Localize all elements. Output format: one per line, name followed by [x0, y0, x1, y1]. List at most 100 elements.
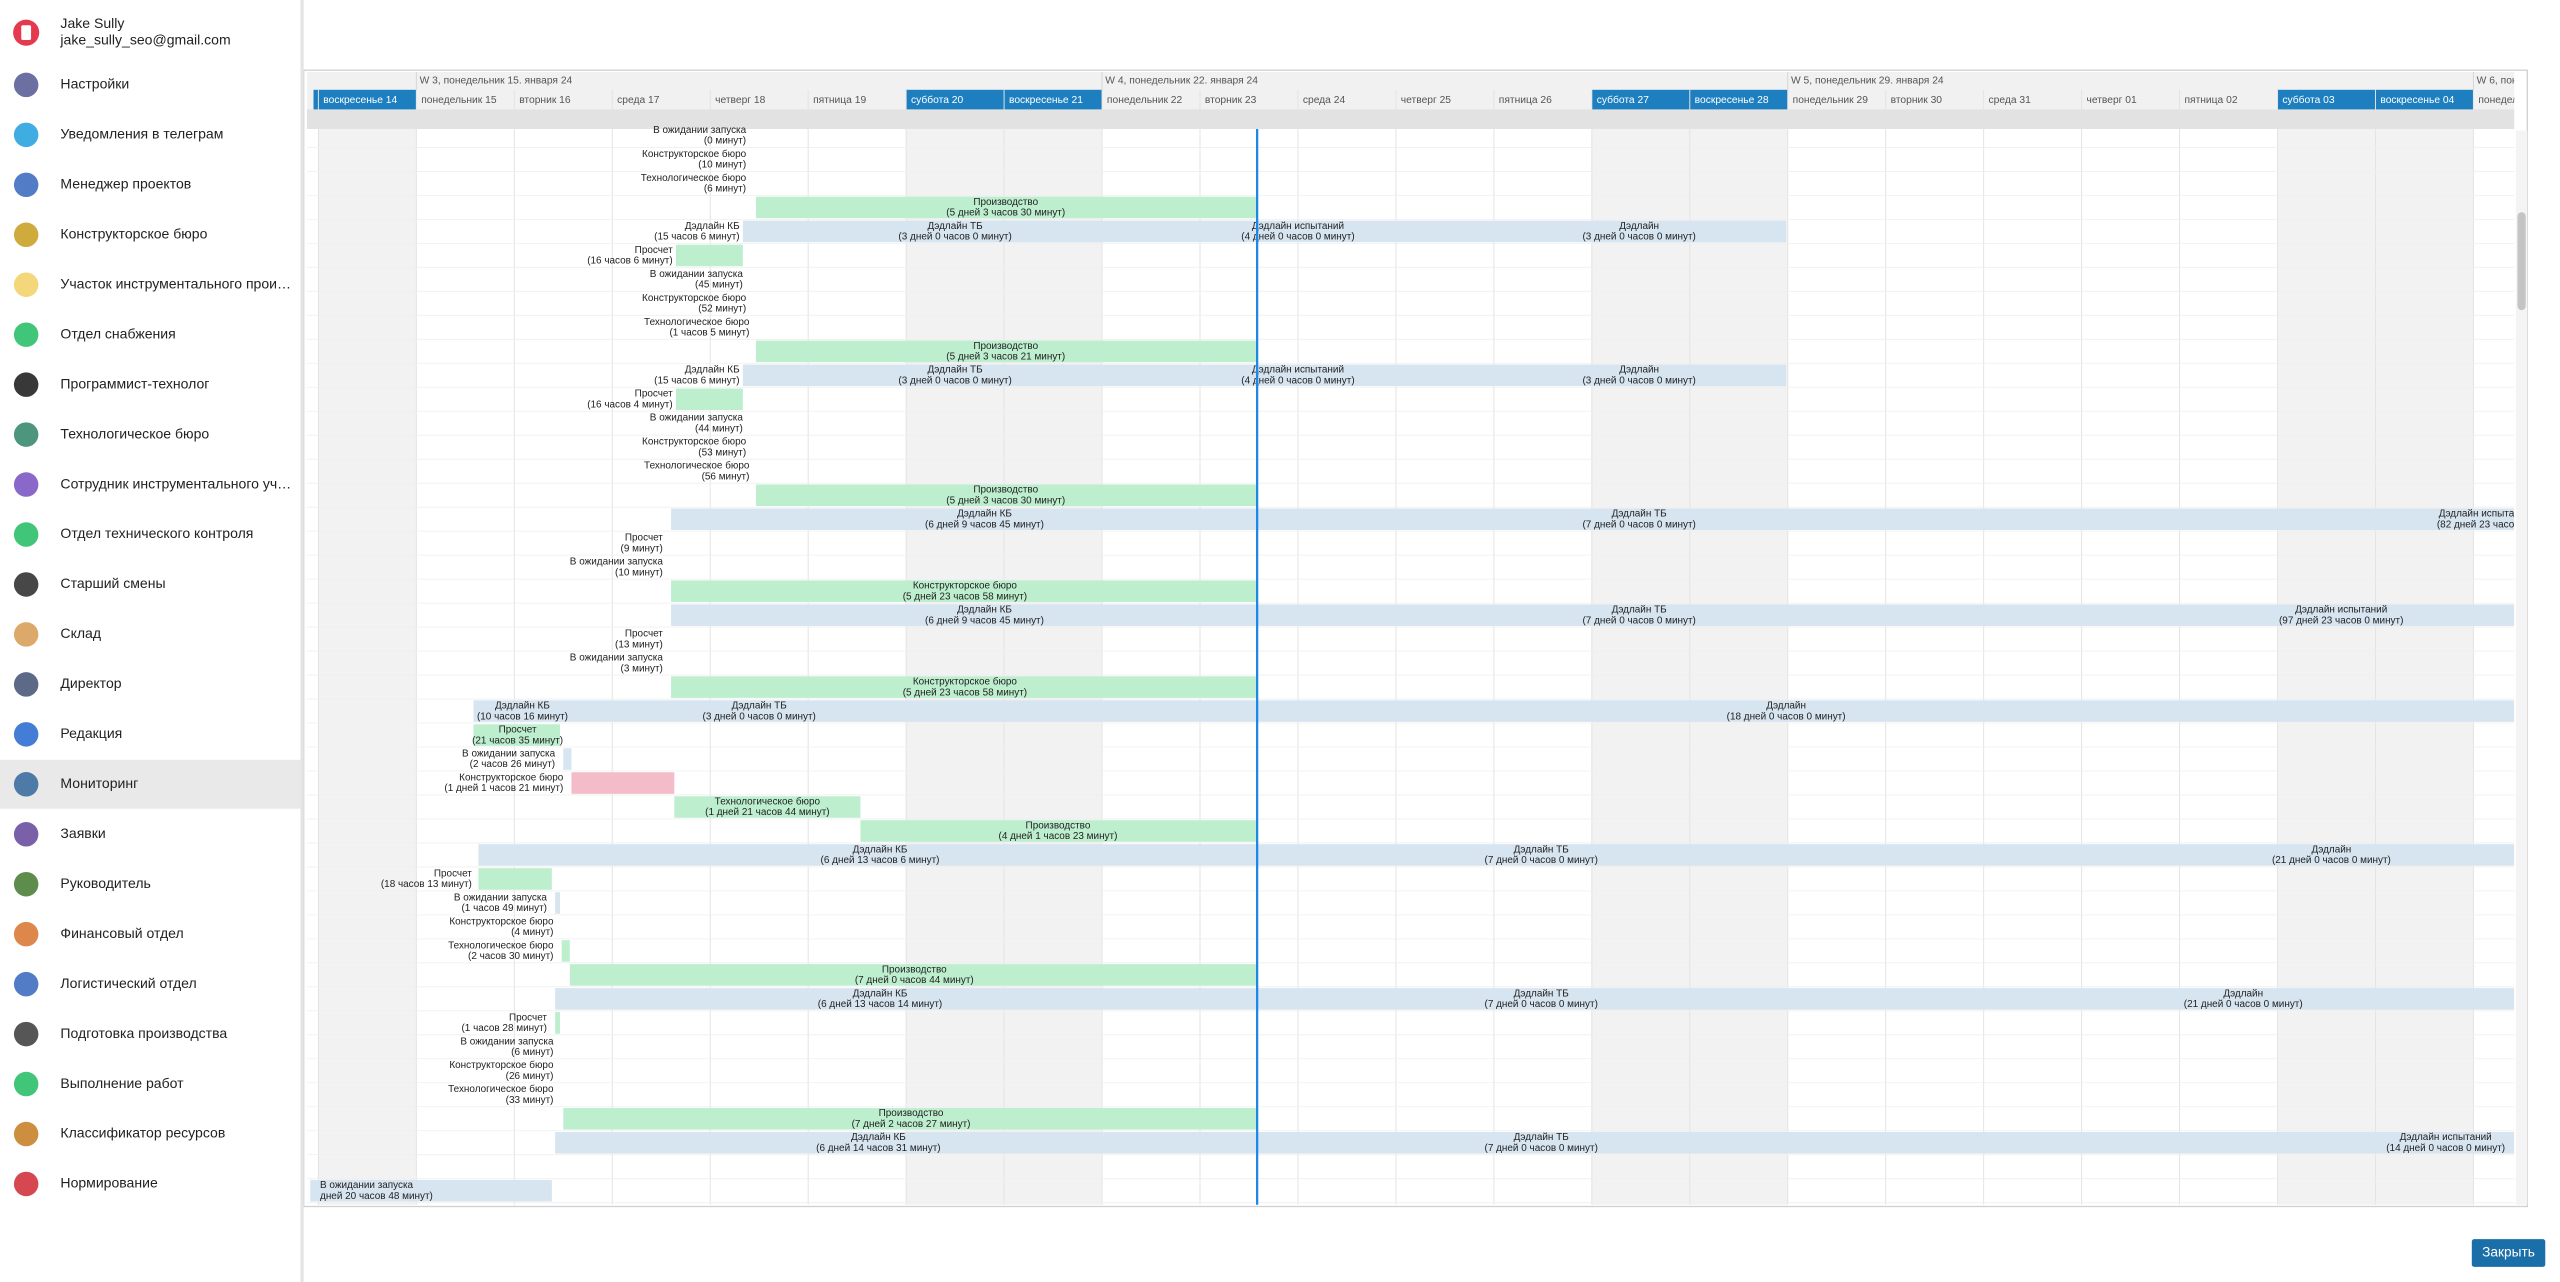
gantt-bar[interactable] — [310, 1179, 552, 1202]
gantt-bar[interactable] — [671, 604, 1298, 626]
gantt-bar[interactable] — [808, 364, 1103, 387]
menu-item[interactable]: Программист-технолог — [60, 375, 209, 391]
weekend-column — [1689, 128, 1788, 1205]
task-duration: (7 дней 0 часов 0 минут) — [1485, 999, 1598, 1010]
menu-item[interactable]: Отдел технического контроля — [60, 525, 253, 541]
gantt-bar[interactable] — [555, 1012, 561, 1034]
gantt-bar[interactable] — [906, 700, 2515, 722]
menu-item[interactable]: Участок инструментального прои… — [60, 275, 291, 291]
gantt-bar[interactable] — [473, 724, 561, 746]
gantt-bar[interactable] — [671, 580, 1258, 602]
close-label[interactable]: Закрыть — [2482, 1245, 2535, 1260]
gantt-bar[interactable] — [1102, 220, 1494, 243]
gantt-bar[interactable] — [808, 220, 1103, 243]
gantt-bar[interactable] — [860, 820, 1258, 842]
task-duration: (16 часов 6 минут) — [587, 256, 672, 267]
menu-icon — [13, 422, 39, 447]
gantt-bar[interactable] — [1884, 988, 2515, 1010]
gantt-bar[interactable] — [674, 796, 861, 818]
menu-item[interactable]: Нормирование — [60, 1175, 158, 1191]
task-name: Дэдлайн КБ — [685, 221, 740, 232]
gantt-bar[interactable] — [1982, 604, 2515, 626]
menu-item[interactable]: Выполнение работ — [60, 1075, 184, 1091]
task-name: В ожидании запуска — [462, 748, 556, 759]
gantt-bar[interactable] — [671, 508, 1298, 531]
menu-item[interactable]: Сотрудник инструментального уч… — [60, 475, 291, 491]
gantt-bar[interactable] — [755, 196, 1258, 219]
menu-item[interactable]: Отдел снабжения — [60, 325, 175, 341]
gantt-bar[interactable] — [563, 1108, 1258, 1130]
menu-item[interactable]: Конструкторское бюро — [60, 225, 207, 241]
task-name: Конструкторское бюро — [449, 1060, 554, 1071]
day-label: четверг 18 — [715, 95, 765, 106]
gantt-bar[interactable] — [755, 340, 1258, 363]
menu-item[interactable]: Подготовка производства — [60, 1025, 227, 1041]
menu-item[interactable]: Уведомления в телеграм — [60, 126, 223, 142]
menu-icon — [13, 572, 39, 597]
task-name: Дэдлайн КБ — [495, 700, 550, 711]
menu-item[interactable]: Склад — [60, 625, 101, 641]
gantt-bar[interactable] — [571, 772, 675, 794]
task-duration: (53 минут) — [698, 447, 746, 458]
menu-icon — [13, 722, 39, 747]
task-duration: (2 часов 30 минут) — [468, 951, 553, 962]
task-name: Технологическое бюро — [641, 173, 747, 184]
task-name: Конструкторское бюро — [642, 437, 747, 448]
gantt-bar[interactable] — [1200, 988, 1885, 1010]
gantt-bar[interactable] — [612, 700, 907, 722]
gantt-bar[interactable] — [671, 676, 1258, 698]
gantt-bar[interactable] — [742, 364, 809, 387]
menu-item[interactable]: Менеджер проектов — [60, 176, 191, 192]
task-duration: (1 дней 1 часов 21 минут) — [444, 783, 563, 794]
menu-item[interactable]: Мониторинг — [60, 775, 138, 791]
menu-item[interactable]: Старший смены — [60, 575, 165, 591]
task-name: Дэдлайн — [2223, 988, 2263, 999]
gantt-bar[interactable] — [675, 388, 743, 411]
gantt-bar[interactable] — [478, 868, 552, 890]
menu-item[interactable]: Заявки — [60, 825, 105, 841]
task-duration: (3 дней 0 часов 0 минут) — [703, 711, 816, 722]
day-label: среда 17 — [617, 95, 660, 106]
gantt-bar[interactable] — [1493, 364, 1787, 387]
gantt-bar[interactable] — [563, 748, 572, 770]
gantt-bar[interactable] — [1884, 1132, 2515, 1154]
gantt-bar[interactable] — [742, 220, 809, 243]
gantt-bar[interactable] — [478, 844, 1201, 866]
gantt-bar[interactable] — [1493, 220, 1787, 243]
chart-frame — [303, 69, 2528, 1208]
gantt-bar[interactable] — [569, 964, 1258, 986]
gantt-bar[interactable] — [473, 700, 613, 722]
scrollbar-thumb[interactable] — [2517, 212, 2526, 311]
menu-item[interactable]: Редакция — [60, 725, 122, 741]
menu-item[interactable]: Финансовый отдел — [60, 925, 183, 941]
task-name: Конструкторское бюро — [642, 149, 747, 160]
close-button[interactable]: Закрыть — [2471, 1239, 2546, 1267]
gantt-bar[interactable] — [1200, 844, 1885, 866]
header-band — [306, 109, 2515, 129]
gantt-bar[interactable] — [1982, 508, 2515, 531]
task-duration: (15 часов 6 минут) — [654, 376, 739, 387]
menu-item[interactable]: Настройки — [60, 76, 129, 92]
menu-item[interactable]: Классификатор ресурсов — [60, 1125, 225, 1141]
gantt-bar[interactable] — [555, 988, 1201, 1010]
weekend-column — [2277, 128, 2376, 1205]
gantt-bar[interactable] — [1102, 364, 1494, 387]
task-duration: (4 минут) — [511, 927, 553, 938]
task-name: Дэдлайн КБ — [851, 1132, 906, 1143]
menu-item[interactable]: Руководитель — [60, 875, 150, 891]
task-duration: (52 минут) — [698, 304, 746, 315]
menu-item[interactable]: Директор — [60, 675, 121, 691]
day-label: суббота 20 — [911, 94, 963, 106]
gantt-bar[interactable] — [1297, 604, 1983, 626]
menu-item[interactable]: Логистический отдел — [60, 975, 196, 991]
gantt-bar[interactable] — [555, 892, 561, 914]
weekend-column — [1591, 128, 1690, 1205]
gantt-bar[interactable] — [1297, 508, 1983, 531]
menu-item[interactable]: Технологическое бюро — [60, 425, 209, 441]
gantt-bar[interactable] — [675, 244, 743, 267]
gantt-bar[interactable] — [1200, 1132, 1885, 1154]
gantt-bar[interactable] — [561, 940, 570, 962]
gantt-bar[interactable] — [555, 1132, 1201, 1154]
gantt-bar[interactable] — [755, 484, 1258, 507]
gantt-bar[interactable] — [1884, 844, 2515, 866]
